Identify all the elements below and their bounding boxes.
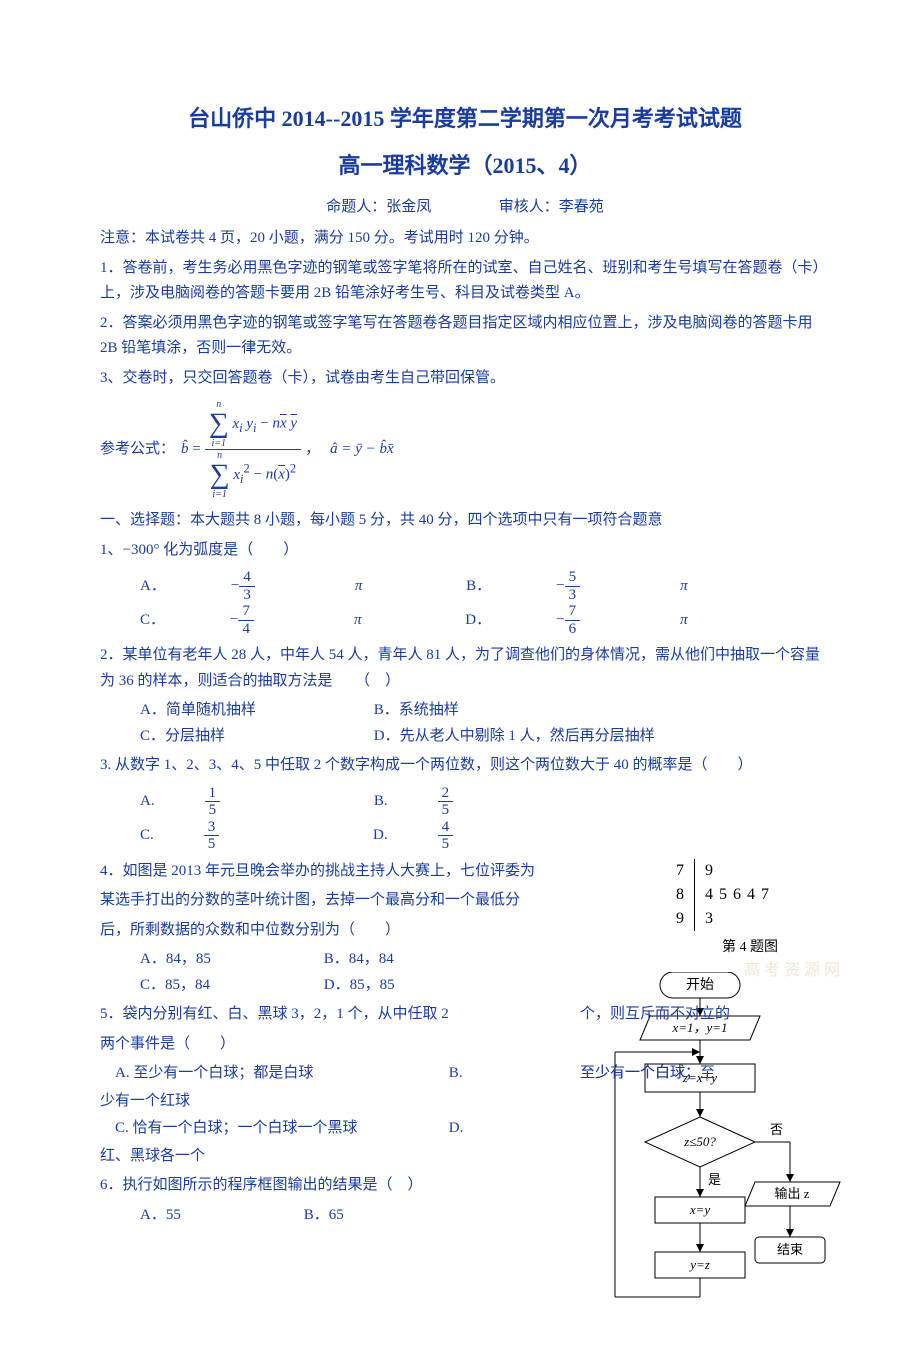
q5-opt-d-cont: 红、黑球各一个 bbox=[100, 1144, 830, 1170]
q5-q6-block: 开始 x=1，y=1 z=x+y z≤50? 否 输出 z bbox=[100, 1002, 830, 1228]
q3-opt-d: D.45 bbox=[373, 819, 553, 853]
q3-stem: 3. 从数字 1、2、3、4、5 中任取 2 个数字构成一个两位数，则这个两位数… bbox=[100, 753, 830, 779]
q4-stem-2: 某选手打出的分数的茎叶统计图，去掉一个最高分和一个最低分 bbox=[100, 888, 620, 914]
q1-opt-d: D． −76π bbox=[465, 603, 737, 637]
q5-opt-a-row: A. 至少有一个白球；都是白球 B. 至少有一个白球；至 bbox=[100, 1061, 830, 1087]
q6-opt-b: B．65 bbox=[304, 1207, 344, 1223]
q4-opt-a: A．84，85 bbox=[140, 947, 320, 973]
authors: 命题人：张金凤 审核人：李春苑 bbox=[100, 195, 830, 221]
q4-opt-c: C．85，84 bbox=[140, 973, 320, 999]
svg-text:开始: 开始 bbox=[686, 977, 714, 993]
q2-opt-c: C．分层抽样 bbox=[140, 724, 370, 750]
q4-opt-b: B．84，84 bbox=[324, 951, 394, 967]
svg-text:输出 z: 输出 z bbox=[774, 1186, 809, 1201]
q5-opt-b-cont: 少有一个红球 bbox=[100, 1089, 830, 1115]
svg-text:y=z: y=z bbox=[688, 1257, 710, 1272]
svg-text:是: 是 bbox=[708, 1172, 721, 1187]
q5-options: A. 至少有一个白球；都是白球 B. 至少有一个白球；至 少有一个红球 C. 恰… bbox=[100, 1061, 830, 1169]
b-hat: b̂ = bbox=[181, 437, 201, 463]
q2-options: A．简单随机抽样 B．系统抽样 C．分层抽样 D．先从老人中剔除 1 人，然后再… bbox=[140, 698, 830, 749]
reviewer: 审核人：李春苑 bbox=[499, 199, 604, 215]
q3-opt-b: B.25 bbox=[374, 785, 553, 819]
q2-opt-d: D．先从老人中剔除 1 人，然后再分层抽样 bbox=[374, 728, 655, 744]
q1-opt-b: B． −53π bbox=[466, 569, 738, 603]
q4-stem-1: 4．如图是 2013 年元旦晚会举办的挑战主持人大赛上，七位评委为 bbox=[100, 859, 620, 885]
reference-formula: 参考公式： b̂ = n∑i=1 xi yi − nx y n∑i=1 xi2 … bbox=[100, 399, 830, 500]
q1-opt-a: A． −43π bbox=[140, 569, 412, 603]
notice-3: 2．答案必须用黑色字迹的钢笔或签字笔写在答题卷各题目指定区域内相应位置上，涉及电… bbox=[100, 311, 830, 362]
q1-stem: 1、−300° 化为弧度是（ ） bbox=[100, 538, 830, 564]
stem-leaf-plot: 79 845647 93 高 考 资 源 网 第 4 题图 bbox=[670, 859, 830, 958]
main-title: 台山侨中 2014--2015 学年度第二学期第一次月考考试试题 bbox=[100, 100, 830, 137]
q5-opt-c-row: C. 恰有一个白球；一个白球一个黑球 D. 至少有一个白球； bbox=[100, 1116, 830, 1142]
sub-title: 高一理科数学（2015、4） bbox=[100, 147, 830, 184]
q1-opt-c: C． −74π bbox=[140, 603, 412, 637]
q2-opt-b: B．系统抽样 bbox=[374, 702, 459, 718]
notice-4: 3、交卷时，只交回答题卷（卡），试卷由考生自己带回保管。 bbox=[100, 366, 830, 392]
a-hat: â = ȳ − b̂x̄ bbox=[330, 437, 394, 463]
notice-1: 注意：本试卷共 4 页，20 小题，满分 150 分。考试用时 120 分钟。 bbox=[100, 226, 830, 252]
svg-text:结束: 结束 bbox=[777, 1242, 803, 1257]
q4-caption: 第 4 题图 bbox=[670, 937, 830, 958]
author: 命题人：张金凤 bbox=[326, 199, 431, 215]
q5-stem: 5．袋内分别有红、白、黑球 3，2，1 个，从中任取 2 个，则互斥而不对立的 bbox=[100, 1002, 830, 1028]
q3-options: A.15 B.25 C.35 D.45 bbox=[140, 785, 830, 853]
section-1-title: 一、选择题：本大题共 8 小题，每小题 5 分，共 40 分，四个选项中只有一项… bbox=[100, 508, 830, 534]
q1-options: A． −43π B． −53π C． −74π D． −76π bbox=[140, 569, 830, 637]
q4-opt-d: D．85，85 bbox=[324, 977, 395, 993]
formula-label: 参考公式： bbox=[100, 437, 175, 463]
formula-fraction: n∑i=1 xi yi − nx y n∑i=1 xi2 − n(x)2 bbox=[205, 399, 301, 500]
svg-text:x=y: x=y bbox=[689, 1202, 711, 1217]
q3-opt-a: A.15 bbox=[140, 785, 320, 819]
q6-opt-a: A．55 bbox=[140, 1203, 300, 1229]
q2-opt-a: A．简单随机抽样 bbox=[140, 698, 370, 724]
formula-sep: ， bbox=[305, 437, 320, 463]
q3-opt-c: C.35 bbox=[140, 819, 319, 853]
notice-2: 1．答卷前，考生务必用黑色字迹的钢笔或签字笔将所在的试室、自己姓名、班别和考生号… bbox=[100, 256, 830, 307]
q2-stem: 2．某单位有老年人 28 人，中年人 54 人，青年人 81 人，为了调查他们的… bbox=[100, 643, 830, 694]
